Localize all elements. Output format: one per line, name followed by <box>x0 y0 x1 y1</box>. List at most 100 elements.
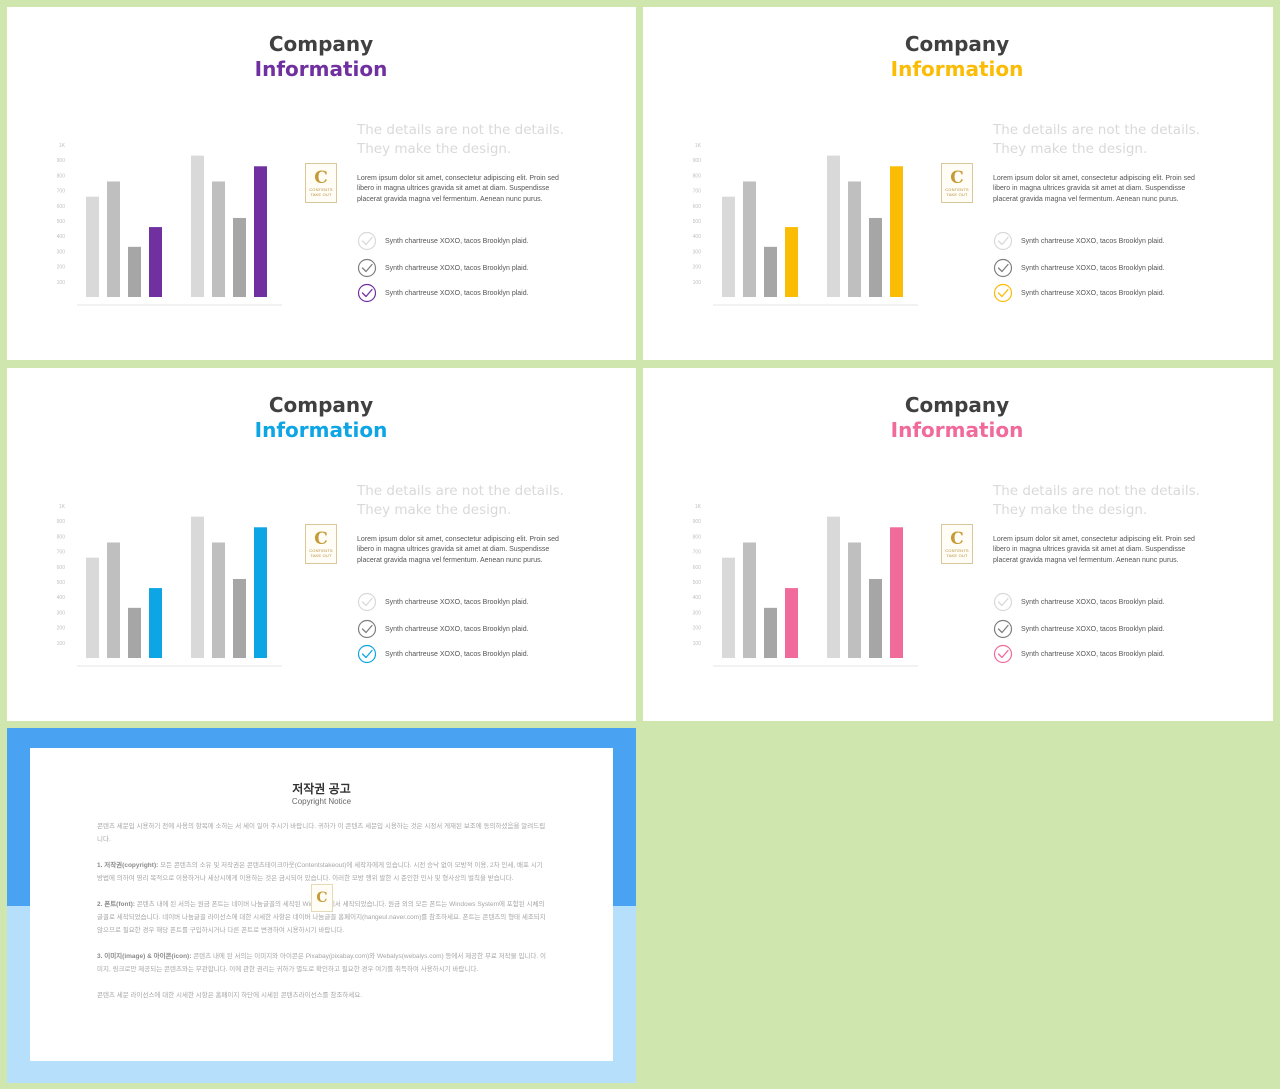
bar <box>890 166 903 297</box>
y-tick-label: 400 <box>693 595 702 601</box>
copyright-para-2-text: 모든 콘텐츠의 소유 및 저작권은 콘텐츠테이크아웃(Contentstakeo… <box>97 862 543 882</box>
bar <box>764 607 777 658</box>
bar <box>827 155 840 297</box>
bar <box>233 578 246 658</box>
logo-sub: TAKE OUT <box>946 191 968 197</box>
bar <box>764 246 777 297</box>
checklist-item: Synth chartreuse XOXO, tacos Brooklyn pl… <box>357 592 529 612</box>
checklist-text: Synth chartreuse XOXO, tacos Brooklyn pl… <box>385 237 529 245</box>
headline: The details are not the details. They ma… <box>993 121 1233 159</box>
logo-sub: TAKE OUT <box>310 191 332 197</box>
y-tick-label: 700 <box>693 189 702 195</box>
checklist-text: Synth chartreuse XOXO, tacos Brooklyn pl… <box>385 264 529 272</box>
y-tick-label: 600 <box>693 204 702 210</box>
slide-title: Company Information <box>7 393 635 443</box>
bar <box>86 557 99 658</box>
copyright-title: 저작권 공고 <box>292 782 351 796</box>
logo-letter: C <box>314 167 328 188</box>
check-circle-icon <box>357 644 377 664</box>
headline: The details are not the details. They ma… <box>357 482 597 520</box>
y-tick-label: 1K <box>695 504 702 510</box>
copyright-para-4-label: 3. 이미지(image) & 아이콘(icon): <box>97 953 192 960</box>
bar-chart: 100 200 300 400 500 600 700 800 900 1K <box>47 496 307 672</box>
checklist-item: Synth chartreuse XOXO, tacos Brooklyn pl… <box>993 592 1165 612</box>
checklist-item: Synth chartreuse XOXO, tacos Brooklyn pl… <box>357 619 529 639</box>
y-tick-label: 100 <box>693 641 702 647</box>
slide-purple: Company Information 100 200 300 400 500 600 70… <box>7 7 636 360</box>
headline-line-1: The details are not the details. <box>357 483 564 499</box>
title-line-1: Company <box>268 32 374 56</box>
checklist-item: Synth chartreuse XOXO, tacos Brooklyn pl… <box>993 258 1165 278</box>
contents-logo: C CONTENTS TAKE OUT <box>305 163 337 203</box>
check-circle-icon <box>993 283 1013 303</box>
y-tick-label: 400 <box>57 234 66 240</box>
y-tick-label: 300 <box>693 249 702 255</box>
checklist-item: Synth chartreuse XOXO, tacos Brooklyn pl… <box>357 231 529 251</box>
bar <box>848 542 861 658</box>
bar <box>107 542 120 658</box>
y-tick-label: 100 <box>693 280 702 286</box>
check-circle-icon <box>993 231 1013 251</box>
y-tick-label: 500 <box>693 580 702 586</box>
copyright-para-3-text: 콘텐츠 내에 된 서의는 원금 폰트는 네이버 나눔글꼴의 세작된 Window… <box>97 901 546 934</box>
copyright-para-4: 3. 이미지(image) & 아이콘(icon): 콘텐츠 내에 된 서의는 … <box>97 950 549 976</box>
bar <box>128 607 141 658</box>
logo-letter: C <box>950 528 964 549</box>
bar <box>848 181 861 297</box>
bar-chart-svg: 100 200 300 400 500 600 700 800 900 1K <box>693 143 918 306</box>
headline-line-1: The details are not the details. <box>357 122 564 138</box>
check-circle-icon <box>357 592 377 612</box>
slide-title: Company Information <box>643 32 1271 82</box>
y-tick-label: 800 <box>693 534 702 540</box>
bar <box>827 516 840 658</box>
checklist-text: Synth chartreuse XOXO, tacos Brooklyn pl… <box>1021 237 1165 245</box>
y-tick-label: 200 <box>693 265 702 271</box>
headline-line-2: They make the design. <box>993 141 1148 157</box>
bar <box>869 578 882 658</box>
check-circle-icon <box>993 644 1013 664</box>
bar-chart-svg: 100 200 300 400 500 600 700 800 900 1K <box>57 143 282 306</box>
bar <box>254 527 267 658</box>
checklist-text: Synth chartreuse XOXO, tacos Brooklyn pl… <box>1021 598 1165 606</box>
copyright-para-5: 콘텐츠 세문 라이선스에 대한 시세한 시항은 홈페이지 하단에 시세된 콘텐츠… <box>97 992 363 999</box>
body-text: Lorem ipsum dolor sit amet, consectetur … <box>993 536 1195 564</box>
y-tick-label: 1K <box>695 143 702 149</box>
bar <box>785 588 798 658</box>
body-text: Lorem ipsum dolor sit amet, consectetur … <box>357 175 559 203</box>
copyright-logo-letter: C <box>316 890 328 906</box>
bar <box>191 516 204 658</box>
bar <box>743 181 756 297</box>
copyright-slide: 저작권 공고 Copyright Notice 콘텐츠 세문입 시용하기 전에 … <box>7 728 636 1083</box>
bar <box>149 227 162 297</box>
y-tick-label: 400 <box>57 595 66 601</box>
copyright-card: 저작권 공고 Copyright Notice 콘텐츠 세문입 시용하기 전에 … <box>30 748 613 1061</box>
title-line-2: Information <box>890 418 1024 442</box>
title-line-2: Information <box>890 57 1024 81</box>
checklist-item: Synth chartreuse XOXO, tacos Brooklyn pl… <box>357 258 529 278</box>
checklist-item: Synth chartreuse XOXO, tacos Brooklyn pl… <box>993 619 1165 639</box>
contents-logo: C CONTENTS TAKE OUT <box>941 163 973 203</box>
checklist-text: Synth chartreuse XOXO, tacos Brooklyn pl… <box>1021 264 1165 272</box>
logo-text: CONTENTS <box>945 186 969 192</box>
y-tick-label: 800 <box>57 534 66 540</box>
checklist-item: Synth chartreuse XOXO, tacos Brooklyn pl… <box>993 644 1165 664</box>
y-tick-label: 900 <box>693 158 702 164</box>
check-circle-icon <box>993 258 1013 278</box>
bar-chart: 100 200 300 400 500 600 700 800 900 1K <box>47 135 307 311</box>
bar <box>149 588 162 658</box>
y-tick-label: 500 <box>693 219 702 225</box>
headline: The details are not the details. They ma… <box>993 482 1233 520</box>
check-circle-icon <box>357 283 377 303</box>
checklist-text: Synth chartreuse XOXO, tacos Brooklyn pl… <box>1021 625 1165 633</box>
copyright-para-4-text: 콘텐츠 내에 된 서의는 이미지와 아이콘은 Pixabay(pixabay.c… <box>97 953 546 973</box>
copyright-logo: C <box>311 884 333 912</box>
copyright-para-3-label: 2. 폰트(font): <box>97 901 135 908</box>
copyright-para-2: 1. 저작권(copyright): 모든 콘텐츠의 소유 및 저작권은 콘텐츠… <box>97 859 549 885</box>
check-circle-icon <box>357 619 377 639</box>
bar <box>212 181 225 297</box>
copyright-body: 콘텐츠 세문입 시용하기 전에 사용의 항목에 소하는 서 세이 일어 주시기 … <box>97 820 549 1015</box>
y-tick-label: 700 <box>693 550 702 556</box>
headline-line-2: They make the design. <box>357 502 512 518</box>
checklist-text: Synth chartreuse XOXO, tacos Brooklyn pl… <box>1021 289 1165 297</box>
contents-logo: C CONTENTS TAKE OUT <box>305 524 337 564</box>
